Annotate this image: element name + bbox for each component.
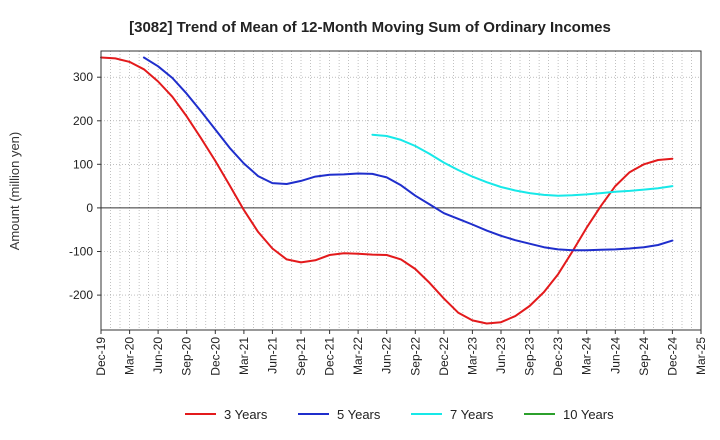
- x-tick-label: Jun-20: [151, 337, 165, 374]
- series-line-3-years: [100, 56, 674, 325]
- x-tick-label: Sep-20: [180, 337, 194, 376]
- x-tick-label: Dec-20: [208, 337, 222, 376]
- y-tick-label: -100: [69, 245, 93, 259]
- x-tick-label: Dec-24: [665, 337, 679, 376]
- x-tick-label: Sep-21: [294, 337, 308, 376]
- x-tick-label: Dec-19: [94, 337, 108, 376]
- y-tick-label: 300: [73, 70, 93, 84]
- x-tick-label: Sep-23: [523, 337, 537, 376]
- x-tick-label: Mar-20: [123, 337, 137, 375]
- chart-title: [3082] Trend of Mean of 12-Month Moving …: [129, 19, 611, 36]
- y-axis-label: Amount (million yen): [7, 132, 22, 251]
- x-tick-label: Sep-24: [637, 337, 651, 376]
- x-tick-label: Mar-23: [465, 337, 479, 375]
- grid: [101, 51, 701, 330]
- series-lines: [100, 56, 674, 325]
- x-tick-label: Dec-21: [323, 337, 337, 376]
- x-tick-label: Jun-22: [380, 337, 394, 374]
- y-tick-label: 100: [73, 157, 93, 171]
- series-line-7-years: [371, 133, 674, 197]
- x-tick-label: Mar-24: [580, 337, 594, 375]
- y-tick-label: -200: [69, 288, 93, 302]
- x-tick-label: Dec-22: [437, 337, 451, 376]
- x-tick-label: Jun-24: [608, 337, 622, 374]
- legend: 3 Years 5 Years 7 Years 10 Years: [185, 407, 614, 422]
- legend-label: 5 Years: [337, 407, 381, 422]
- x-tick-label: Mar-22: [351, 337, 365, 375]
- series-line-5-years: [142, 56, 674, 252]
- plot-frame: [100, 50, 702, 331]
- x-tick-label: Mar-21: [237, 337, 251, 375]
- y-axis: 300 200 100 0 -100 -200: [69, 70, 101, 302]
- legend-label: 7 Years: [450, 407, 494, 422]
- legend-label: 10 Years: [563, 407, 614, 422]
- x-tick-label: Mar-25: [694, 337, 708, 375]
- legend-label: 3 Years: [224, 407, 268, 422]
- x-tick-label: Dec-23: [551, 337, 565, 376]
- x-axis: Dec-19 Mar-20 Jun-20 Sep-20 Dec-20 Mar-21 Jun-…: [94, 330, 708, 376]
- y-tick-label: 0: [86, 201, 93, 215]
- y-tick-label: 200: [73, 114, 93, 128]
- x-tick-label: Jun-21: [265, 337, 279, 374]
- x-tick-label: Jun-23: [494, 337, 508, 374]
- x-tick-label: Sep-22: [408, 337, 422, 376]
